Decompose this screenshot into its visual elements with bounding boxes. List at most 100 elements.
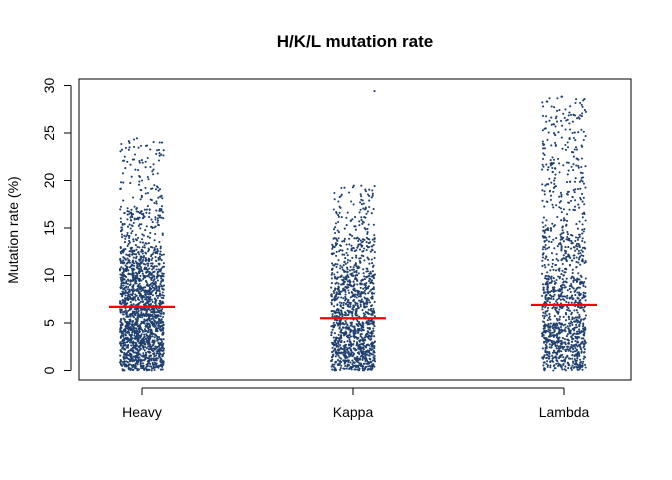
data-point <box>373 335 376 338</box>
data-point <box>345 251 348 254</box>
data-point <box>162 217 165 220</box>
data-point <box>162 262 165 265</box>
data-point <box>143 359 146 362</box>
data-point <box>156 217 159 220</box>
data-point <box>159 342 162 345</box>
data-point <box>129 334 132 337</box>
data-point <box>346 340 349 343</box>
data-point <box>158 304 161 307</box>
data-point <box>371 320 374 323</box>
data-point <box>152 350 155 353</box>
data-point <box>126 244 129 248</box>
data-point <box>371 359 375 362</box>
data-point <box>579 101 582 104</box>
data-point <box>129 313 132 316</box>
data-point <box>357 364 360 367</box>
data-point <box>131 276 134 279</box>
data-point <box>564 350 567 353</box>
data-point <box>359 208 362 211</box>
data-point <box>560 246 563 249</box>
data-point <box>359 293 362 296</box>
data-point <box>330 365 333 368</box>
data-point <box>335 265 338 268</box>
data-point <box>554 185 557 188</box>
data-point <box>145 340 148 343</box>
data-point <box>156 219 160 222</box>
data-point <box>359 305 362 308</box>
data-point <box>373 237 376 241</box>
data-point <box>578 293 581 296</box>
data-point <box>348 336 351 339</box>
data-point <box>572 361 575 364</box>
data-point <box>158 286 161 289</box>
data-point <box>162 272 165 275</box>
data-point <box>157 196 160 199</box>
data-point <box>564 348 567 351</box>
data-point <box>558 347 561 350</box>
data-point <box>337 215 340 218</box>
data-point <box>334 324 337 327</box>
data-point <box>582 196 585 199</box>
data-point <box>152 353 156 356</box>
data-point <box>579 251 582 255</box>
data-point <box>135 261 138 264</box>
y-tick-label: 15 <box>41 220 57 236</box>
data-point <box>331 262 334 265</box>
data-point <box>361 309 364 312</box>
data-point <box>140 333 143 336</box>
data-point <box>148 350 151 354</box>
data-point <box>353 264 356 267</box>
data-point <box>155 152 158 155</box>
data-point <box>577 351 580 354</box>
data-point <box>125 265 128 269</box>
data-point <box>574 278 577 282</box>
data-point <box>367 368 370 371</box>
data-point <box>134 362 137 365</box>
data-point <box>133 253 136 256</box>
data-point <box>158 154 161 157</box>
data-point <box>120 303 123 306</box>
data-point <box>155 347 158 350</box>
data-point <box>140 179 144 182</box>
data-point <box>361 353 365 356</box>
data-point <box>349 265 352 269</box>
data-point <box>549 194 553 197</box>
data-point <box>336 239 339 243</box>
data-point <box>573 355 576 358</box>
data-point <box>137 336 141 339</box>
data-point <box>157 214 160 217</box>
data-point <box>366 326 369 330</box>
data-point <box>336 337 339 340</box>
data-point <box>565 356 568 359</box>
data-point <box>150 199 153 202</box>
data-point <box>581 216 584 219</box>
data-point <box>549 269 552 272</box>
data-point <box>146 284 149 287</box>
data-point <box>366 275 369 278</box>
data-point <box>123 223 126 226</box>
data-point <box>564 257 567 260</box>
data-point <box>557 337 560 341</box>
data-point <box>124 353 127 357</box>
data-point <box>122 268 125 271</box>
data-point <box>566 361 569 364</box>
data-point <box>125 352 128 355</box>
data-point <box>563 360 566 363</box>
data-point <box>134 337 137 340</box>
data-point <box>142 277 145 281</box>
data-point <box>549 159 552 162</box>
data-point <box>549 198 552 201</box>
data-point <box>332 208 335 211</box>
data-point <box>544 296 547 299</box>
data-point <box>347 283 350 286</box>
data-point <box>139 322 143 325</box>
data-point <box>581 362 584 365</box>
data-point <box>368 301 372 304</box>
data-point <box>161 233 164 236</box>
data-point <box>561 306 564 310</box>
data-point <box>139 325 142 328</box>
data-point <box>549 364 552 367</box>
data-point <box>546 365 549 368</box>
data-point <box>573 114 577 117</box>
data-point <box>156 172 159 175</box>
